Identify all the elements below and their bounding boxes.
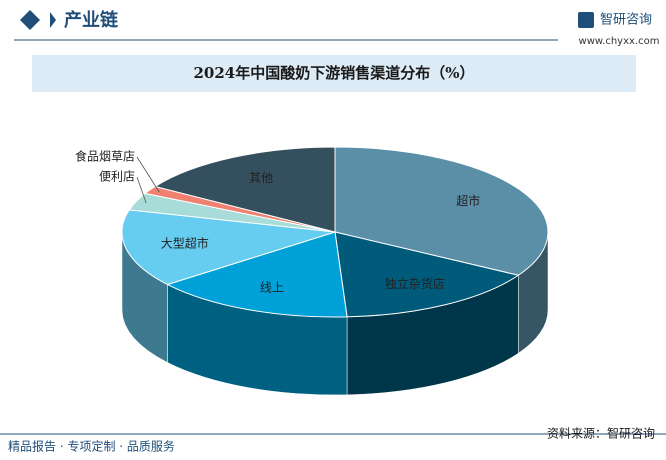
slice-label: 便利店 xyxy=(99,170,135,184)
slice-label: 食品烟草店 xyxy=(75,149,135,164)
footer-slogan: 精品报告 · 专项定制 · 品质服务 xyxy=(8,439,175,454)
pie-slice xyxy=(121,209,336,286)
slice-label: 其他 xyxy=(249,171,273,185)
leader-line xyxy=(136,176,147,204)
pie-slice xyxy=(166,231,348,318)
slice-label: 超市 xyxy=(456,193,480,208)
slice-label: 独立杂货店 xyxy=(385,276,445,291)
pie-slice xyxy=(153,146,336,233)
leader-line xyxy=(136,156,160,193)
pie-slice xyxy=(334,146,549,276)
brand: 智研咨询 xyxy=(600,13,652,28)
header-icon xyxy=(20,10,40,30)
logo-mark xyxy=(578,12,594,28)
chart-title: 2024年中国酸奶下游销售渠道分布（%） xyxy=(193,64,474,82)
header-icon xyxy=(50,12,56,28)
website: www.chyxx.com xyxy=(579,36,660,47)
title-box xyxy=(32,55,636,92)
slice-label: 线上 xyxy=(260,280,284,294)
section-title: 产业链 xyxy=(64,9,119,31)
source: 资料来源：智研咨询 xyxy=(547,426,655,441)
pie-slice xyxy=(334,231,520,318)
slice-label: 大型超市 xyxy=(161,236,209,251)
